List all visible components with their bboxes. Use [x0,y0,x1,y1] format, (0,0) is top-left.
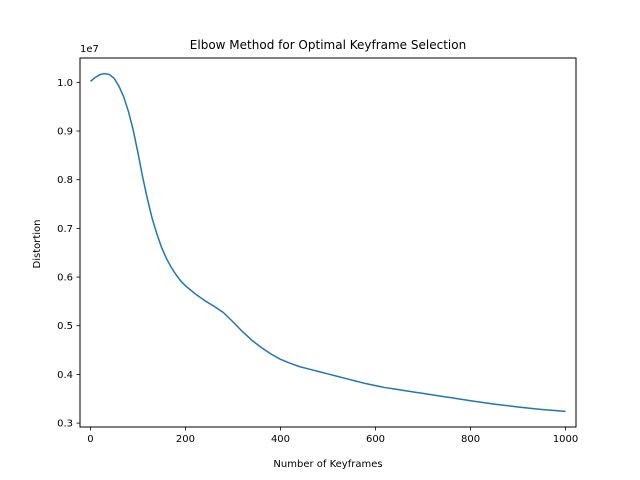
x-tick-label: 600 [366,434,385,445]
x-tick-label: 1000 [553,434,578,445]
y-tick-label: 0.4 [57,370,73,381]
y-tick-label: 0.8 [57,175,73,186]
x-tick-label: 200 [176,434,195,445]
x-axis-label: Number of Keyframes [273,459,382,470]
x-tick-label: 400 [271,434,290,445]
series-line-0 [89,72,566,413]
y-tick-label: 0.6 [57,273,73,284]
y-tick-label: 1.0 [57,78,73,89]
y-tick-label: 0.5 [57,321,73,332]
y-tick-label: 0.9 [57,127,73,138]
y-axis-ticks: 0.3 0.4 0.5 0.6 0.7 0.8 0.9 1.0 [57,78,80,430]
y-tick-label: 0.3 [57,419,73,430]
y-axis-label: Distortion [32,220,43,269]
chart-title: Elbow Method for Optimal Keyframe Select… [190,38,466,52]
plot-area [89,72,566,413]
y-axis-scale-label: 1e7 [80,44,99,55]
x-axis-ticks: 0 200 400 600 800 1000 [87,427,578,445]
x-tick-label: 800 [461,434,480,445]
y-tick-label: 0.7 [57,224,73,235]
x-tick-label: 0 [87,434,93,445]
axes-frame [79,57,577,428]
